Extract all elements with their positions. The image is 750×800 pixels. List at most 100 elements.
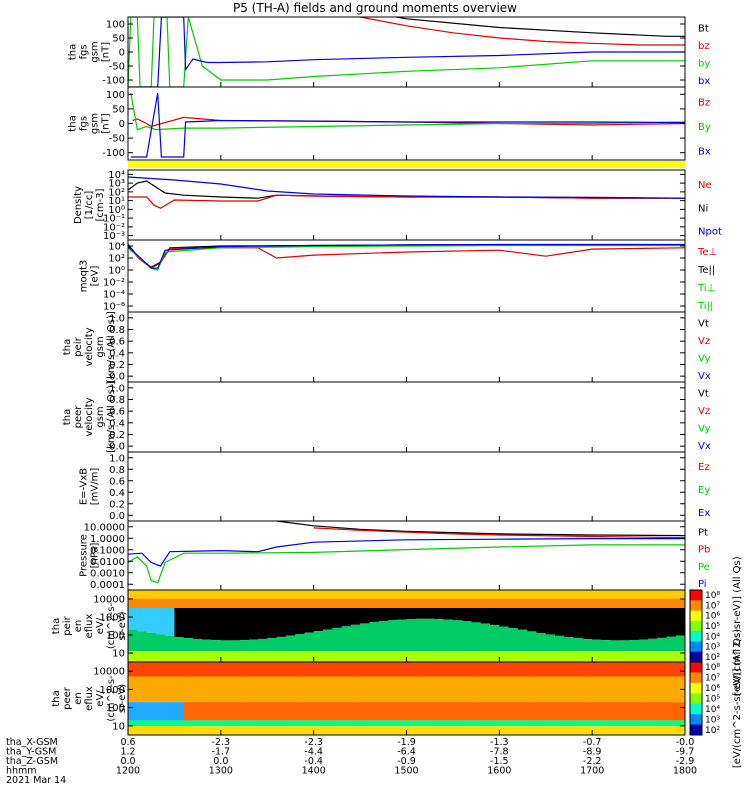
spec-cell xyxy=(165,720,175,727)
ytick-label: 10 xyxy=(112,649,125,660)
colorbar-cell xyxy=(690,682,702,694)
spec-cell xyxy=(425,726,435,735)
spec-cell xyxy=(592,598,602,608)
spec-cell xyxy=(295,651,305,662)
spec-cell xyxy=(220,590,231,599)
spec-cell xyxy=(397,598,407,608)
spec-cell xyxy=(610,640,621,652)
ylabel-line: eflux xyxy=(84,614,95,639)
spec-cell xyxy=(276,598,287,608)
spec-cell xyxy=(248,651,259,662)
spec-cell xyxy=(165,651,175,662)
legend-bx: bx xyxy=(698,76,710,87)
spec-cell xyxy=(165,662,175,677)
spec-cell xyxy=(146,590,157,599)
spec-cell xyxy=(360,720,370,727)
spectrogram-peer_spec xyxy=(128,662,685,735)
spec-cell xyxy=(267,638,278,652)
series-group-density xyxy=(128,176,685,209)
legend-Pe: Pe xyxy=(698,562,710,573)
spec-cell xyxy=(165,590,175,599)
ytick-label: 0 xyxy=(119,119,125,130)
spec-cell xyxy=(248,590,259,599)
spec-cell xyxy=(183,590,194,599)
spec-cell xyxy=(490,608,500,626)
panel-frame-temperature xyxy=(127,239,686,313)
colorbar-tick-label: 10³ xyxy=(705,715,720,725)
spec-cell xyxy=(499,676,510,703)
ylabel-efield: E=-VxB[mV/m] xyxy=(79,468,101,506)
spec-cell xyxy=(629,702,640,721)
spec-cell xyxy=(601,720,612,727)
spec-cell xyxy=(527,631,537,652)
spec-cell xyxy=(508,598,519,608)
colorbar-label: [eV/(cm^2-s-sr-eV)] (All Qs) xyxy=(732,629,743,768)
spec-cell xyxy=(545,634,556,652)
series-fgs-by xyxy=(128,17,685,87)
spec-cell xyxy=(573,598,584,608)
ylabel-line: [mV/m] xyxy=(90,468,101,506)
spec-cell xyxy=(490,662,500,677)
colorbar-cell xyxy=(690,590,702,601)
spec-cell xyxy=(443,662,454,677)
ytick-label: 0.0010 xyxy=(90,568,125,579)
ytick-label: 1.0 xyxy=(109,383,125,394)
ylabel-line: tha xyxy=(68,115,79,131)
spec-cell xyxy=(267,726,278,735)
spec-cell xyxy=(657,676,667,703)
colorbar-cell xyxy=(690,620,702,632)
spec-cell xyxy=(313,676,324,703)
ytick-label: 0.2 xyxy=(109,360,125,371)
xaxis-value: -2.9 xyxy=(676,756,695,767)
spec-cell xyxy=(285,662,296,677)
ylabel-line: [km/s (All Qs)] xyxy=(106,381,117,453)
series-group-fgs xyxy=(128,17,685,87)
colorbar-tick-label: 10⁵ xyxy=(705,695,720,705)
spec-cell xyxy=(137,720,148,727)
spec-cell xyxy=(155,634,166,652)
spec-cell xyxy=(211,590,222,599)
spec-cell xyxy=(295,662,305,677)
spec-cell xyxy=(397,676,407,703)
spec-cell xyxy=(155,590,166,599)
ylabel-line: sr-eV) xyxy=(117,611,128,640)
ytick-label: 0.0 xyxy=(109,442,125,453)
ylabel-line: fgs xyxy=(79,44,90,59)
ytick-label: 10² xyxy=(108,187,125,198)
spec-cell xyxy=(174,726,185,735)
spec-cell xyxy=(610,726,621,735)
spec-cell xyxy=(462,720,472,727)
legend-Vx: Vx xyxy=(698,371,711,382)
spec-cell xyxy=(443,619,454,652)
ephemeris-bar xyxy=(128,161,685,168)
ylabel-line: tha xyxy=(62,339,73,355)
spec-cell xyxy=(536,662,547,677)
xaxis-value: 0.0 xyxy=(120,756,135,767)
spec-cell xyxy=(332,662,343,677)
spec-cell xyxy=(443,598,454,608)
series-group-fgs_dsl xyxy=(130,92,685,158)
spec-cell xyxy=(545,726,556,735)
spec-cell xyxy=(211,676,222,703)
spec-cell xyxy=(452,726,463,735)
spec-cell xyxy=(220,608,231,641)
ylabel-peir_velocity: thapeirvelocitygsm[km/s (All Qs)] xyxy=(62,311,117,383)
spec-cell xyxy=(276,636,287,652)
spec-cell xyxy=(517,662,528,677)
colorbar-frame xyxy=(689,661,703,736)
xaxis-value: 0.0 xyxy=(213,756,228,767)
ylabel-pressure: Pressure[nPa] xyxy=(79,534,101,577)
spec-cell xyxy=(137,631,148,652)
spec-cell xyxy=(239,590,250,599)
colorbar-cell xyxy=(690,651,702,663)
ytick-label: 0.6 xyxy=(109,337,125,348)
spec-cell xyxy=(555,635,565,652)
spec-cell xyxy=(369,726,380,735)
spec-cell xyxy=(276,726,287,735)
colorbar-tick-label: 10² xyxy=(705,726,720,736)
series-pressure-Pt xyxy=(276,521,685,537)
colorbar-cell xyxy=(690,672,702,684)
spec-cell xyxy=(601,726,612,735)
spec-cell xyxy=(248,662,259,677)
spec-cell xyxy=(341,720,352,727)
